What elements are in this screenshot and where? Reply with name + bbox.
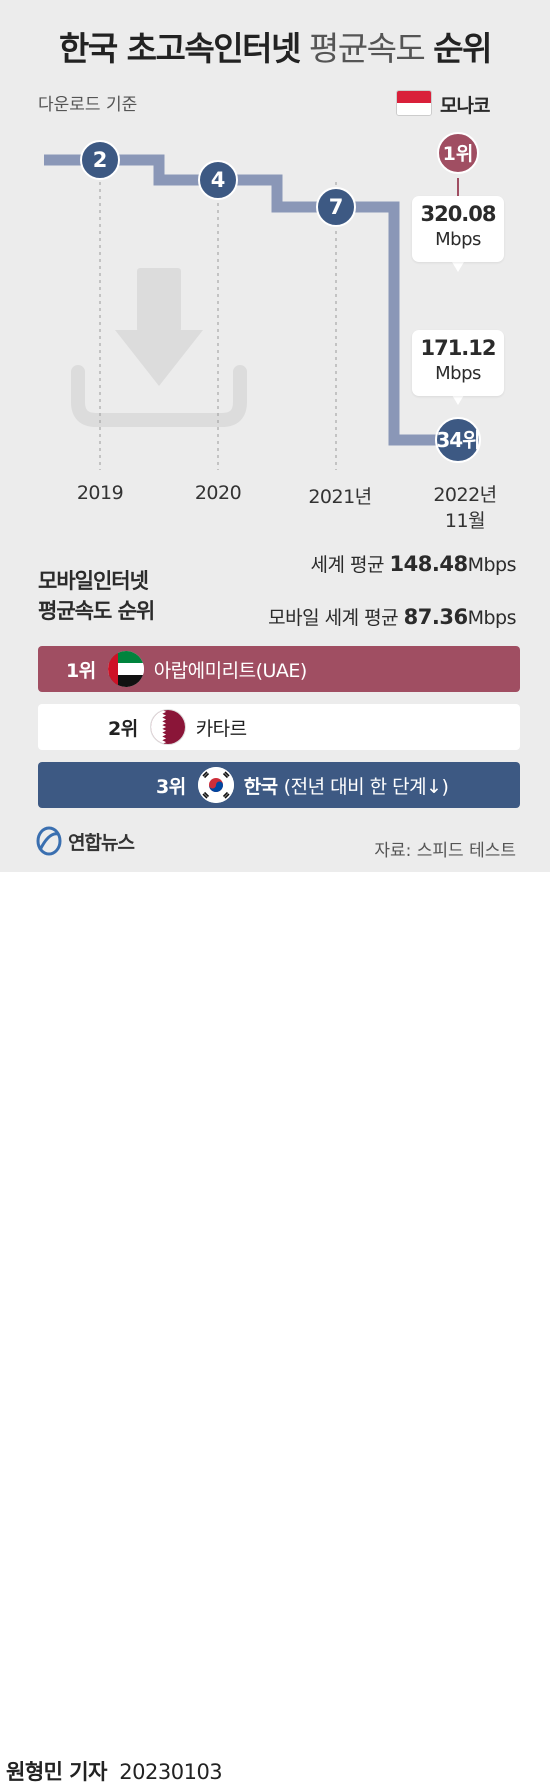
rank-marker <box>435 417 481 463</box>
monaco-callout-pointer <box>452 262 464 272</box>
rank-marker-label: 2 <box>93 148 108 172</box>
country-name: 한국 <box>243 775 278 798</box>
footer: 원형민 기자 20230103 <box>0 872 550 1784</box>
country-name: 아랍에미리트(UAE) <box>153 659 308 682</box>
rank-marker-label: 34위 <box>436 428 479 452</box>
rank-label: 2위 <box>108 717 138 740</box>
monaco-rank-label: 1위 <box>443 143 474 165</box>
yonhap-logo: 연합뉴스 <box>36 826 135 856</box>
world-average: 세계 평균 148.48Mbps <box>310 552 517 576</box>
country-name: 카타르 <box>195 717 247 740</box>
page-title: 한국 초고속인터넷 평균속도 순위 <box>58 29 493 68</box>
rank-marker <box>316 187 356 227</box>
mobile-world-average: 모바일 세계 평균 87.36Mbps <box>268 605 516 629</box>
x-tick-label: 2019 <box>76 482 124 504</box>
x-gridlines <box>99 182 337 470</box>
uae-flag-icon <box>107 651 144 687</box>
rank-change-note: (전년 대비 한 단계↓) <box>283 775 449 798</box>
mobile-rank-row: 3위 한국 (전년 대비 한 단계↓) <box>38 762 520 808</box>
x-tick-label: 2022년 11월 <box>433 484 497 532</box>
korea-flag-icon <box>197 767 234 803</box>
monaco-flag-icon <box>396 90 432 116</box>
rank-marker <box>198 160 238 200</box>
rank-label: 3위 <box>156 775 186 798</box>
rank-marker <box>80 140 120 180</box>
yonhap-logo-icon <box>36 826 62 856</box>
infographic-card: 한국 초고속인터넷 평균속도 순위 다운로드 기준 모나코 1위 2 4 7 34위 … <box>0 0 550 872</box>
reporter-credit: 원형민 기자 20230103 <box>6 1760 223 1784</box>
mobile-rank-row: 1위 아랍에미리트(UAE) <box>38 646 520 692</box>
monaco-speed-callout: 320.08 Mbps <box>412 196 504 262</box>
korea-callout-pointer <box>452 395 464 405</box>
rank-step-line <box>44 154 458 446</box>
monaco-label: 모나코 <box>440 95 490 117</box>
x-tick-label: 2021년 <box>308 486 372 508</box>
rank-line-chart: 1위 2 4 7 34위 <box>44 132 481 470</box>
rank-marker-label: 7 <box>329 195 344 219</box>
source-credit: 자료: 스피드 테스트 <box>374 841 516 861</box>
rank-marker-label: 4 <box>211 168 226 192</box>
download-icon <box>71 268 247 427</box>
qatar-flag-icon <box>149 709 186 745</box>
chart-subtitle: 다운로드 기준 <box>38 95 138 115</box>
korea-speed-callout: 171.12 Mbps <box>412 330 504 396</box>
mobile-ranking-title: 모바일인터넷 평균속도 순위 <box>38 569 155 623</box>
rank-label: 1위 <box>66 659 96 682</box>
monaco-rank-marker <box>437 132 479 174</box>
mobile-rank-row: 2위 카타르 <box>38 704 520 750</box>
x-tick-label: 2020 <box>194 482 242 504</box>
